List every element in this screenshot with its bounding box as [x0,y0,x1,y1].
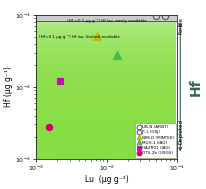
Legend: UB-N (ARNT), JP-1 (GSJ), NIM-D (MINTEK), MUH-1 (IAG), HAZR01 (IAG), DTS-2b (USGS: UB-N (ARNT), JP-1 (GSJ), NIM-D (MINTEK),… [135,123,175,157]
Text: Hf: Hf [188,78,202,96]
Text: Depleted: Depleted [178,119,183,144]
Bar [36,15,176,21]
Text: Fertile: Fertile [178,17,183,34]
Text: (Hf<0.1 μg g⁻¹) Hf iso. limited available: (Hf<0.1 μg g⁻¹) Hf iso. limited availabl… [39,35,119,39]
Text: (Hf >0.1 μg g⁻¹) Hf iso. easily available: (Hf >0.1 μg g⁻¹) Hf iso. easily availabl… [66,19,146,23]
X-axis label: Lu  (μg g⁻¹): Lu (μg g⁻¹) [84,175,128,184]
Y-axis label: Hf (μg g⁻¹): Hf (μg g⁻¹) [4,67,13,107]
